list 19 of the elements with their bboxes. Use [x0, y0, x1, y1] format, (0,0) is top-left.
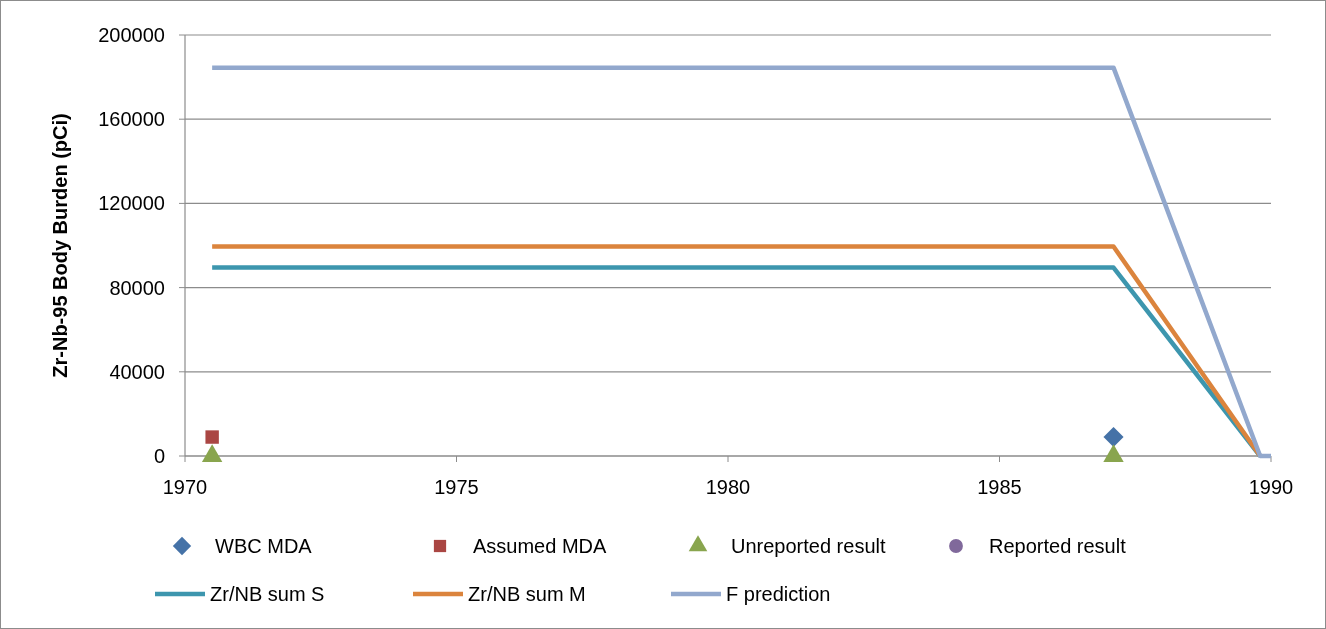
- x-tick-label: 1980: [705, 476, 751, 498]
- y-tick-label: 200000: [98, 24, 165, 46]
- y-tick-label: 80000: [109, 276, 165, 299]
- x-tick-label: 1970: [162, 476, 208, 498]
- legend-label: Unreported result: [731, 535, 886, 557]
- legend-label: Assumed MDA: [473, 535, 608, 557]
- legend-label: WBC MDA: [215, 535, 313, 557]
- legend-label: F prediction: [726, 583, 831, 605]
- legend-label: Zr/NB sum M: [468, 583, 586, 605]
- x-tick-label: 1975: [434, 476, 479, 498]
- y-tick-label: 0: [153, 445, 165, 467]
- y-tick-label: 40000: [109, 360, 165, 383]
- legend-label: Zr/NB sum S: [210, 583, 325, 605]
- x-tick-label: 1990: [1248, 476, 1294, 498]
- x-tick-label: 1985: [977, 476, 1022, 498]
- y-tick-label: 120000: [98, 192, 165, 215]
- legend-label: Reported result: [989, 535, 1127, 557]
- y-tick-label: 160000: [98, 108, 165, 131]
- y-axis-title: Zr-Nb-95 Body Burden (pCi): [49, 113, 71, 378]
